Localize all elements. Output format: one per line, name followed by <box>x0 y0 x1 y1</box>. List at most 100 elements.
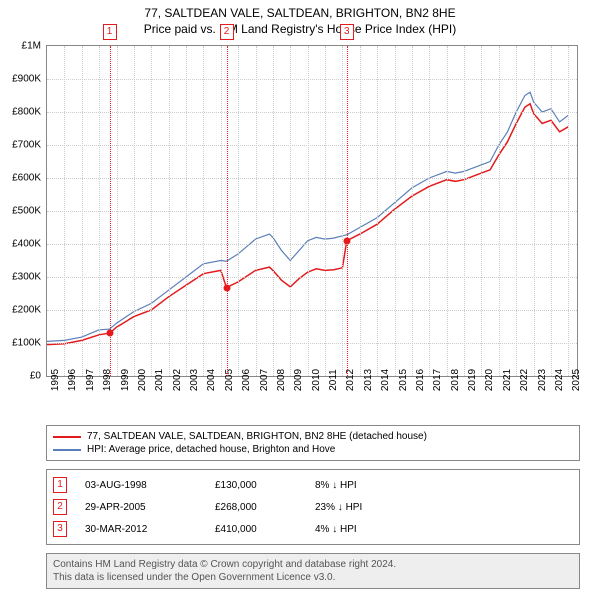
xtick-label: 2007 <box>259 369 270 391</box>
xtick-label: 2009 <box>293 369 304 391</box>
xtick-label: 2011 <box>328 369 339 391</box>
sale-marker-number: 3 <box>340 24 354 40</box>
gridline-v <box>256 46 257 376</box>
sales-row: 1 03-AUG-1998£130,0008% ↓ HPI <box>53 474 573 496</box>
chart-plot-area: £0£100K£200K£300K£400K£500K£600K£700K£80… <box>46 45 578 377</box>
xtick-label: 2000 <box>137 369 148 391</box>
gridline-v <box>429 46 430 376</box>
sales-row-number: 1 <box>53 477 67 493</box>
gridline-v <box>134 46 135 376</box>
ytick-label: £900K <box>1 74 41 85</box>
xtick-label: 1999 <box>120 369 131 391</box>
gridline-h <box>47 343 577 344</box>
ytick-label: £500K <box>1 206 41 217</box>
ytick-label: £600K <box>1 173 41 184</box>
sale-marker-number: 1 <box>103 24 117 40</box>
gridline-v <box>308 46 309 376</box>
sales-row-date: 29-APR-2005 <box>85 502 215 513</box>
sales-row-diff: 4% ↓ HPI <box>315 524 573 535</box>
sales-row: 330-MAR-2012£410,0004% ↓ HPI <box>53 518 573 540</box>
sale-marker-number: 2 <box>220 24 234 40</box>
title-subtitle: Price paid vs. HM Land Registry's House … <box>0 22 600 38</box>
ytick-label: £700K <box>1 140 41 151</box>
xtick-label: 2014 <box>380 369 391 391</box>
ytick-label: £300K <box>1 272 41 283</box>
gridline-v <box>290 46 291 376</box>
legend-box: 77, SALTDEAN VALE, SALTDEAN, BRIGHTON, B… <box>46 425 580 461</box>
ytick-label: £400K <box>1 239 41 250</box>
xtick-label: 2017 <box>432 369 443 391</box>
legend-label: 77, SALTDEAN VALE, SALTDEAN, BRIGHTON, B… <box>87 431 427 442</box>
gridline-h <box>47 244 577 245</box>
legend-label: HPI: Average price, detached house, Brig… <box>87 444 335 455</box>
gridline-v <box>447 46 448 376</box>
sales-row-date: 03-AUG-1998 <box>85 480 215 491</box>
xtick-label: 1996 <box>67 369 78 391</box>
sale-marker-line <box>227 46 228 376</box>
xtick-label: 2024 <box>554 369 565 391</box>
gridline-v <box>117 46 118 376</box>
gridline-v <box>464 46 465 376</box>
footer-line1: Contains HM Land Registry data © Crown c… <box>53 558 573 571</box>
gridline-v <box>481 46 482 376</box>
sale-dot <box>106 330 113 337</box>
gridline-v <box>273 46 274 376</box>
gridline-v <box>64 46 65 376</box>
xtick-label: 2010 <box>311 369 322 391</box>
chart-container: 77, SALTDEAN VALE, SALTDEAN, BRIGHTON, B… <box>0 0 600 590</box>
ytick-label: £0 <box>1 371 41 382</box>
gridline-v <box>377 46 378 376</box>
xtick-label: 2025 <box>571 369 582 391</box>
sale-marker-line <box>110 46 111 376</box>
ytick-label: £200K <box>1 305 41 316</box>
gridline-v <box>342 46 343 376</box>
sales-row-price: £268,000 <box>215 502 315 513</box>
gridline-v <box>82 46 83 376</box>
sales-row-price: £410,000 <box>215 524 315 535</box>
ytick-label: £1M <box>1 41 41 52</box>
gridline-h <box>47 112 577 113</box>
xtick-label: 2019 <box>467 369 478 391</box>
gridline-v <box>186 46 187 376</box>
xtick-label: 2018 <box>450 369 461 391</box>
xtick-label: 2004 <box>206 369 217 391</box>
sales-row-number: 3 <box>53 521 67 537</box>
gridline-v <box>221 46 222 376</box>
sales-row-price: £130,000 <box>215 480 315 491</box>
footer-line2: This data is licensed under the Open Gov… <box>53 571 573 584</box>
gridline-h <box>47 310 577 311</box>
legend-row: HPI: Average price, detached house, Brig… <box>53 443 573 456</box>
gridline-v <box>151 46 152 376</box>
xtick-label: 2008 <box>276 369 287 391</box>
gridline-h <box>47 277 577 278</box>
xtick-label: 2022 <box>519 369 530 391</box>
xtick-label: 2001 <box>154 369 165 391</box>
gridline-v <box>203 46 204 376</box>
sale-marker-line <box>347 46 348 376</box>
xtick-label: 1995 <box>50 369 61 391</box>
legend-swatch <box>53 436 81 438</box>
gridline-h <box>47 145 577 146</box>
xtick-label: 2003 <box>189 369 200 391</box>
xtick-label: 2005 <box>224 369 235 391</box>
xtick-label: 2021 <box>502 369 513 391</box>
xtick-label: 2020 <box>484 369 495 391</box>
title-block: 77, SALTDEAN VALE, SALTDEAN, BRIGHTON, B… <box>0 0 600 37</box>
sale-dot <box>343 237 350 244</box>
sales-row-diff: 8% ↓ HPI <box>315 480 573 491</box>
xtick-label: 2023 <box>537 369 548 391</box>
xtick-label: 1997 <box>85 369 96 391</box>
legend-swatch <box>53 449 81 451</box>
gridline-v <box>516 46 517 376</box>
sales-row: 229-APR-2005£268,00023% ↓ HPI <box>53 496 573 518</box>
gridline-v <box>169 46 170 376</box>
gridline-v <box>99 46 100 376</box>
sales-row-number: 2 <box>53 499 67 515</box>
gridline-v <box>238 46 239 376</box>
xtick-label: 2016 <box>415 369 426 391</box>
xtick-label: 2002 <box>172 369 183 391</box>
gridline-v <box>534 46 535 376</box>
sales-table: 1 03-AUG-1998£130,0008% ↓ HPI 2 29-APR-2005… <box>46 469 580 545</box>
gridline-h <box>47 79 577 80</box>
gridline-v <box>360 46 361 376</box>
